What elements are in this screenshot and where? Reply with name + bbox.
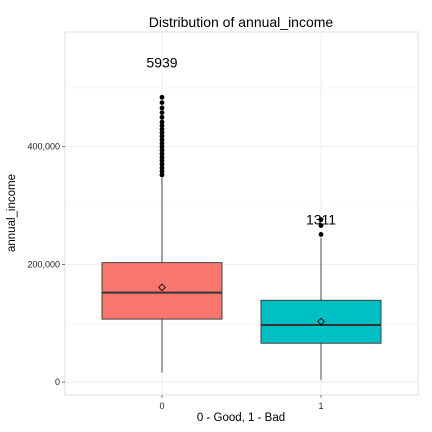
- y-tick-label: 200,000: [27, 259, 60, 269]
- box-group-0: [101, 94, 223, 373]
- outlier-point: [159, 130, 165, 136]
- outlier-point: [159, 110, 165, 116]
- count-label-1: 1311: [306, 211, 336, 227]
- outlier-point: [159, 158, 165, 164]
- outlier-point: [318, 217, 324, 223]
- outlier-point: [159, 94, 165, 100]
- outlier-point: [159, 154, 165, 160]
- outlier-point: [159, 100, 165, 105]
- outlier-point: [159, 161, 165, 167]
- outlier-point: [159, 126, 165, 132]
- x-tick-label: 0: [159, 401, 164, 411]
- mean-marker: [317, 317, 325, 326]
- box-group-1: [260, 217, 382, 380]
- chart-title: Distribution of annual_income: [149, 14, 334, 30]
- outlier-point: [159, 114, 165, 120]
- outlier-point: [318, 223, 324, 228]
- outlier-point: [159, 144, 165, 150]
- outlier-point: [159, 151, 165, 157]
- x-axis-label: 0 - Good, 1 - Bad: [197, 412, 285, 424]
- outlier-point: [159, 133, 165, 139]
- outlier-point: [159, 172, 165, 178]
- y-tick-label: 0: [55, 377, 60, 387]
- y-tick-label: 400,000: [27, 142, 60, 152]
- outlier-point: [318, 231, 324, 237]
- outlier-point: [159, 119, 165, 125]
- outlier-point: [159, 169, 165, 174]
- outlier-point: [159, 140, 165, 146]
- y-axis-label: annual_income: [6, 174, 18, 252]
- outlier-point: [159, 165, 165, 171]
- y-axis-ticks: 0 200,000 400,000: [27, 142, 65, 387]
- box-iqr: [260, 299, 382, 344]
- mean-marker: [158, 283, 166, 292]
- x-tick-label: 1: [318, 401, 323, 411]
- outlier-point: [159, 147, 165, 153]
- count-label-0: 5939: [146, 54, 177, 70]
- outlier-point: [159, 105, 165, 111]
- outlier-point: [159, 137, 165, 143]
- outlier-point: [159, 123, 165, 128]
- count-labels: 5939 1311: [146, 54, 336, 227]
- boxes: [101, 94, 382, 380]
